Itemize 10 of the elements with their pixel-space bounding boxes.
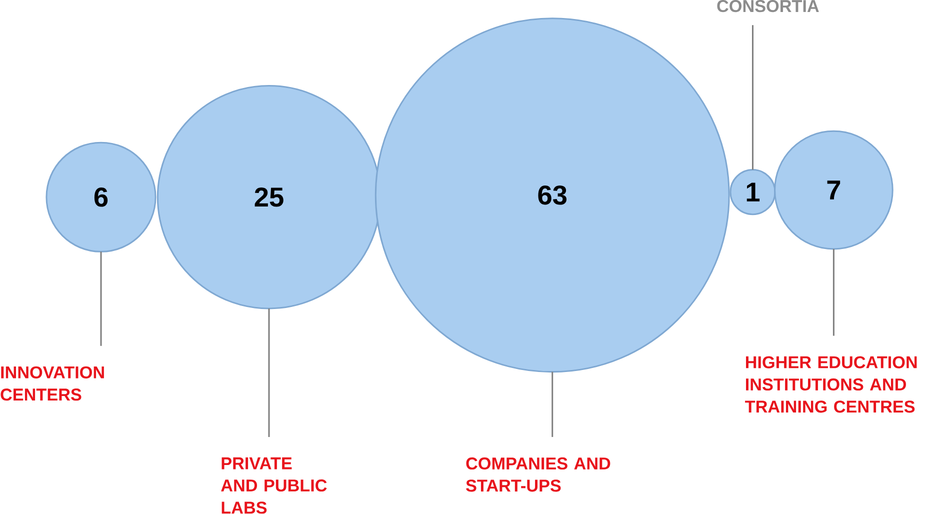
category-label: CONSORTIA bbox=[717, 0, 819, 12]
data-label: 63 bbox=[538, 186, 567, 205]
data-label: 6 bbox=[94, 188, 108, 207]
category-label: HIGHER EDUCATION INSTITUTIONS AND TRAINING CENTRES bbox=[745, 356, 917, 413]
data-label: 1 bbox=[746, 182, 760, 202]
category-label: INNOVATION CENTERS bbox=[0, 366, 104, 401]
data-label: 25 bbox=[254, 188, 284, 207]
category-label: PRIVATE AND PUBLIC LABS bbox=[221, 458, 327, 514]
category-label: COMPANIES AND START-UPS bbox=[466, 458, 610, 492]
data-label: 7 bbox=[827, 180, 840, 200]
